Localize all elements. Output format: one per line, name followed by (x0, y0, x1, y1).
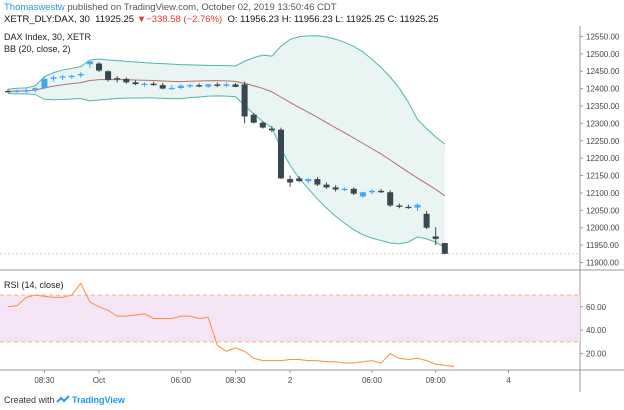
price-tick-label: 12400.00 (586, 85, 620, 94)
candle-body (287, 179, 294, 183)
candle-body (223, 84, 230, 86)
price-tick-label: 12550.00 (586, 32, 620, 41)
candle-body (14, 90, 21, 92)
candle-body (105, 71, 112, 80)
candle-body (414, 204, 421, 208)
candle-body (141, 83, 148, 85)
price-tick-label: 12200.00 (586, 154, 620, 163)
candle-body (205, 84, 212, 87)
chart-container[interactable]: 11900.00 11950.00 12000.00 12050.00 12100.00… (0, 26, 624, 392)
publish-info: published on TradingView.com, October 02… (64, 2, 337, 13)
candle-body (32, 88, 39, 91)
price-tick-label: 11900.00 (586, 259, 619, 268)
candle-body (405, 206, 412, 209)
rsi-band-fill (0, 295, 580, 342)
price-chart[interactable]: 11900.00 11950.00 12000.00 12050.00 12100.00… (0, 26, 624, 392)
candle-body (68, 75, 75, 78)
time-tick-label: Oct (93, 376, 106, 385)
legend-rsi: RSI (14, close) (4, 280, 64, 290)
candle-body (259, 122, 266, 128)
candle-body (86, 61, 93, 65)
candle-body (232, 84, 239, 87)
quote-line: XETR_DLY:DAX, 30 11925.25 ▼−338.58 (−2.7… (4, 14, 439, 25)
candle-body (177, 85, 184, 88)
rsi-tick-label: 40.00 (586, 326, 607, 335)
price-change: −338.58 (−2.76%) (146, 14, 223, 25)
price-tick-label: 12300.00 (586, 119, 620, 128)
legend-title: DAX Index, 30, XETR (4, 32, 92, 42)
tradingview-brand[interactable]: TradingView (72, 395, 125, 405)
candle-body (369, 190, 375, 193)
price-tick-label: 12100.00 (586, 189, 620, 198)
candle-body (23, 90, 30, 92)
rsi-tick-label: 20.00 (586, 350, 607, 359)
candle-body (77, 74, 84, 76)
price-tick-label: 12050.00 (586, 206, 620, 215)
candle-body (332, 187, 339, 190)
candle-body (378, 190, 385, 193)
candle-body (423, 213, 430, 228)
candle-body (341, 188, 348, 190)
footer: Created with TradingView (0, 392, 624, 410)
candle-body (432, 236, 439, 239)
price-tick-label: 12350.00 (586, 102, 620, 111)
time-tick-label: 2 (288, 376, 293, 385)
candle-body (159, 85, 166, 89)
price-tick-label: 12000.00 (586, 224, 620, 233)
candle-body (196, 85, 203, 87)
publish-line: Thomaswestw published on TradingView.com… (4, 2, 337, 13)
candle-body (187, 85, 193, 87)
candle-body (323, 184, 330, 188)
price-tick-label: 11950.00 (586, 241, 619, 250)
candle-body (241, 84, 248, 117)
bb-fill (8, 35, 445, 248)
bb-lower-line (7, 92, 446, 248)
rsi-line (7, 282, 454, 367)
candle-body (5, 91, 11, 93)
candle-body (359, 192, 366, 197)
candle-body (268, 128, 275, 131)
time-tick-label: 08:30 (34, 376, 55, 385)
candle-body (296, 178, 303, 182)
tradingview-logo-icon (56, 395, 70, 403)
price-tick-label: 12450.00 (586, 67, 620, 76)
candle-body (387, 192, 394, 206)
ohlc-values: O: 11956.23 H: 11956.23 L: 11925.25 C: 1… (227, 14, 439, 25)
price-tick-label: 12150.00 (586, 172, 620, 181)
candle-body (41, 78, 48, 88)
candle-body (250, 114, 257, 123)
author-link[interactable]: Thomaswestw (4, 2, 65, 13)
candle-body (132, 82, 139, 85)
time-tick-label: 08:30 (225, 376, 246, 385)
time-tick-label: 06:00 (362, 376, 383, 385)
candle-body (278, 129, 284, 179)
bb-basis-line (7, 79, 446, 197)
candle-body (59, 76, 66, 78)
candle-body (50, 77, 57, 79)
candle-body (114, 78, 121, 80)
time-tick-label: 4 (506, 376, 511, 385)
bb-upper-line (7, 35, 446, 145)
candle-body (305, 179, 312, 182)
candle-body (96, 63, 102, 71)
candle-body (314, 179, 321, 185)
candle-body (441, 243, 448, 254)
candle-body (350, 188, 357, 194)
chart-header: Thomaswestw published on TradingView.com… (4, 0, 620, 25)
price-tick-label: 12250.00 (586, 137, 620, 146)
candle-body (168, 87, 175, 90)
candle-body (123, 78, 130, 83)
legend-bb: BB (20, close, 2) (4, 44, 71, 54)
down-arrow-icon: ▼ (136, 14, 147, 25)
created-with-label: Created with (4, 395, 55, 405)
candle-body (150, 83, 157, 86)
price-tick-label: 12500.00 (586, 50, 620, 59)
symbol-label: XETR_DLY:DAX, 30 (4, 14, 90, 25)
time-tick-label: 06:00 (171, 376, 192, 385)
rsi-tick-label: 60.00 (586, 303, 607, 312)
candle-body (396, 205, 403, 207)
time-tick-label: 09:00 (426, 376, 447, 385)
last-price: 11925.25 (95, 14, 135, 25)
candle-body (214, 84, 221, 86)
